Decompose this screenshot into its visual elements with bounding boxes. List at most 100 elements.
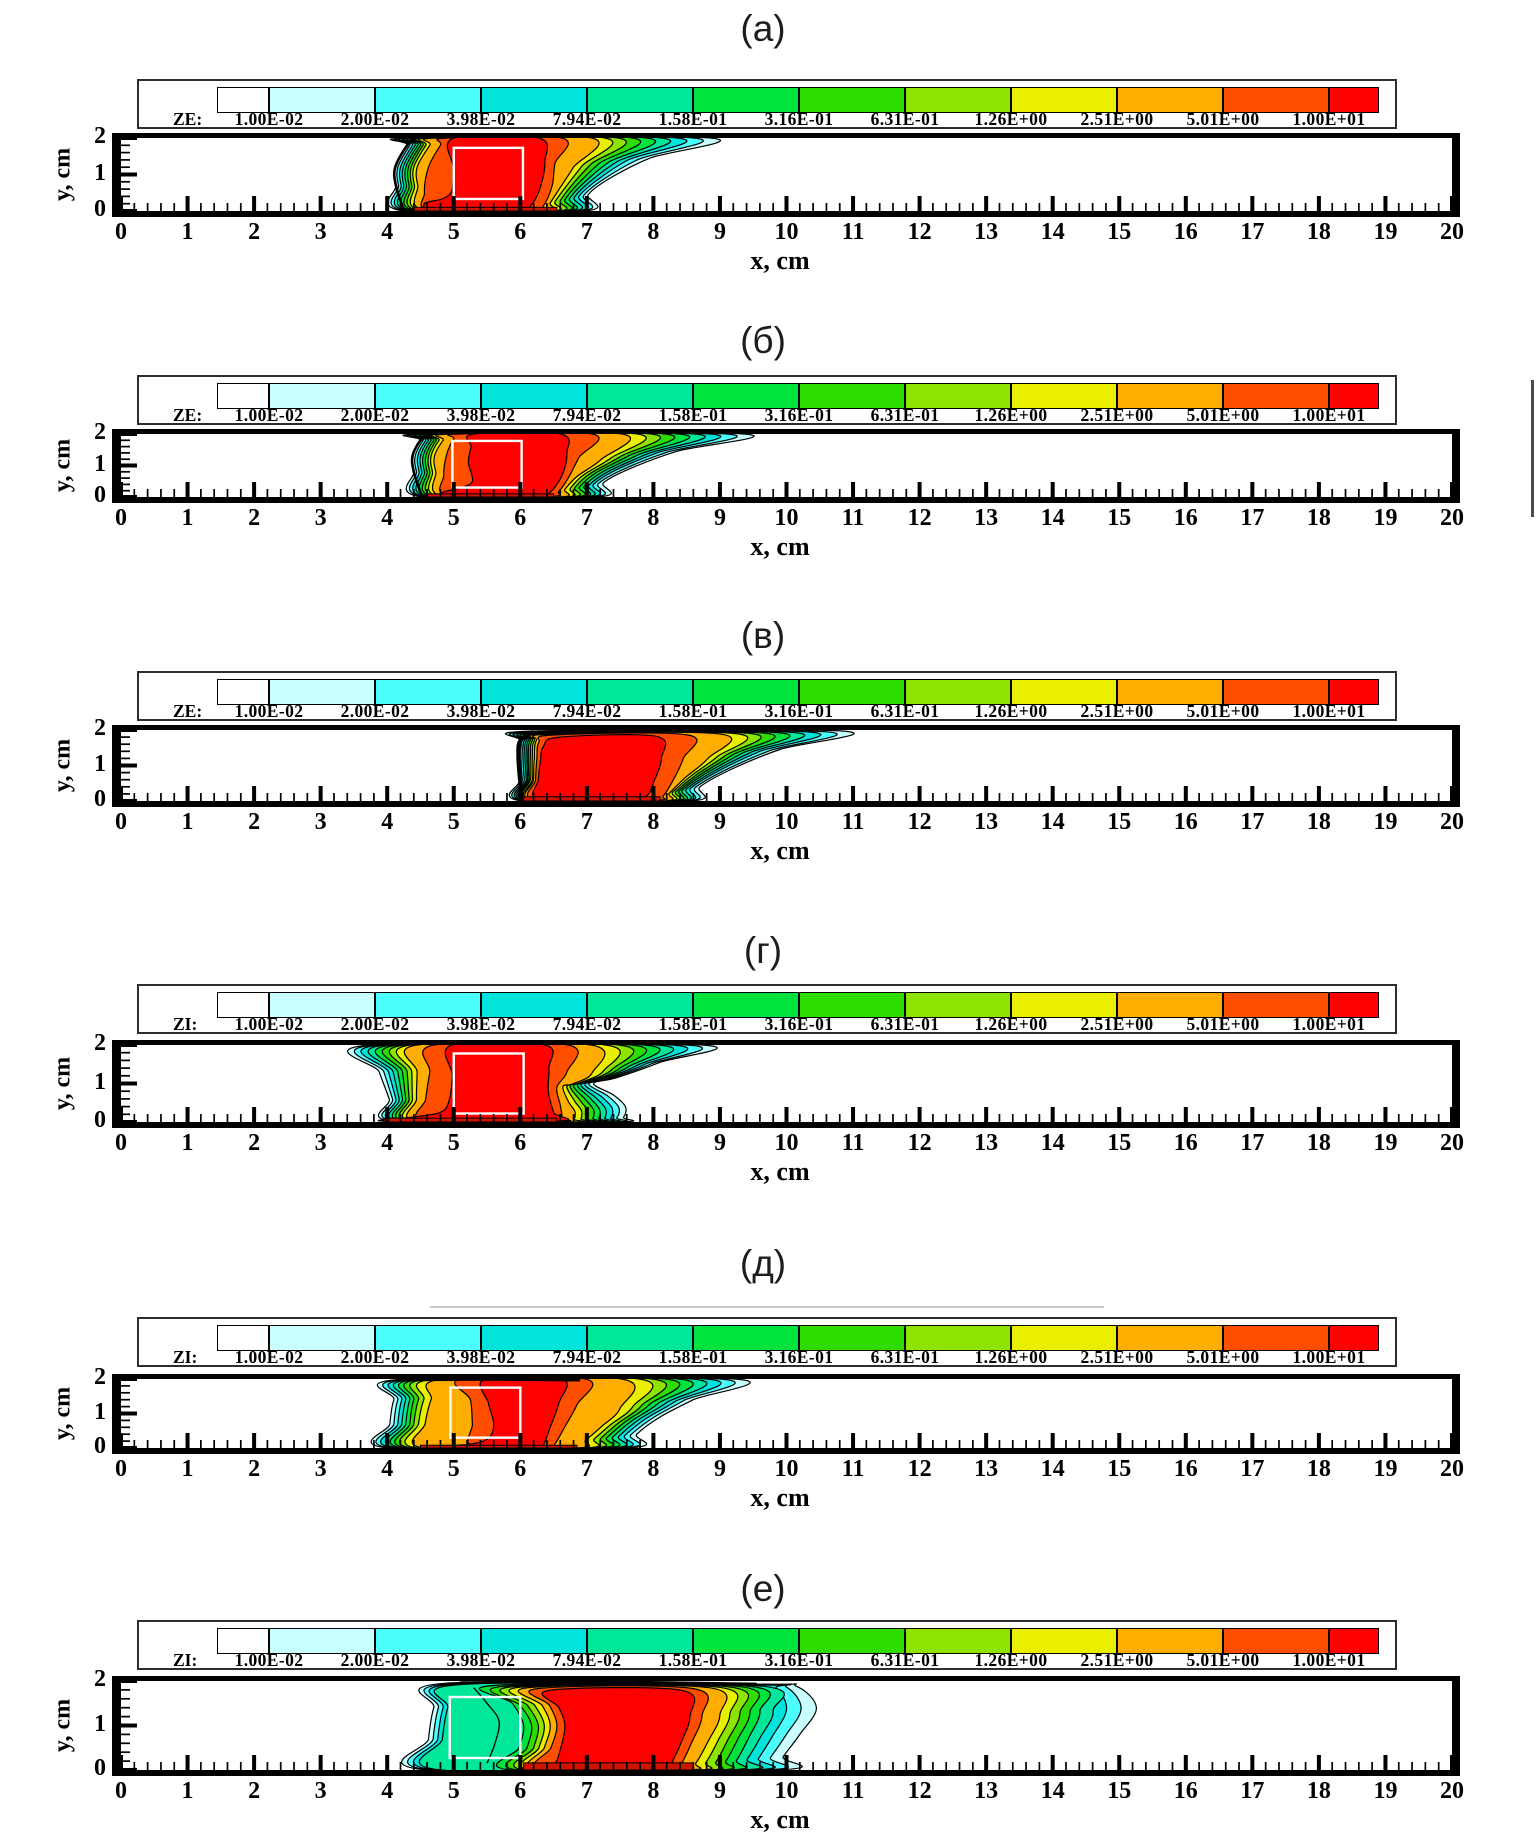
contour-plot-v: [112, 725, 1460, 807]
x-minor-tick: [1411, 793, 1413, 801]
legend-swatch-6: [799, 679, 905, 705]
x-major-tick: [1050, 1433, 1055, 1448]
y-tick-label: 1: [94, 1398, 106, 1425]
x-minor-tick: [572, 1440, 575, 1448]
x-major-tick: [518, 196, 523, 211]
x-minor-tick: [759, 793, 761, 801]
x-tick-label: 6: [514, 809, 527, 835]
x-minor-tick: [1397, 1762, 1400, 1770]
x-minor-tick: [905, 203, 908, 211]
panel-title-v: (в): [740, 615, 786, 656]
x-minor-tick: [1437, 1762, 1440, 1770]
y-major-tick: [121, 1377, 137, 1381]
x-tick-label: 5: [447, 809, 460, 835]
x-minor-tick: [359, 1114, 362, 1122]
x-minor-tick: [306, 203, 309, 211]
x-major-tick: [851, 1755, 856, 1770]
y-axis-title: y, cm: [49, 738, 76, 793]
frame-top: [112, 429, 1460, 434]
x-minor-tick: [1397, 203, 1400, 211]
x-minor-tick: [412, 489, 415, 497]
x-minor-tick: [306, 489, 309, 497]
x-minor-tick: [559, 1440, 562, 1448]
legend-level-label: 5.01E+00: [1186, 701, 1260, 721]
x-tick-label: 15: [1107, 1130, 1132, 1156]
y-minor-tick: [121, 1742, 130, 1745]
x-minor-tick: [173, 203, 176, 211]
x-minor-tick: [865, 793, 868, 801]
y-minor-tick: [121, 1074, 130, 1077]
x-minor-tick: [346, 203, 349, 211]
x-minor-tick: [812, 489, 814, 497]
bottom-strip: [419, 1444, 578, 1449]
x-minor-tick: [705, 1114, 708, 1122]
x-minor-tick: [479, 1440, 482, 1448]
frame-left: [112, 133, 121, 217]
x-tick-label: 13: [974, 1130, 999, 1156]
x-major-tick: [984, 1107, 989, 1122]
x-minor-tick: [439, 793, 442, 801]
legend-level-label: 2.51E+00: [1080, 1014, 1154, 1034]
x-minor-tick: [865, 203, 868, 211]
x-minor-tick: [1211, 1114, 1214, 1122]
contour-plot-e: [112, 1676, 1460, 1776]
x-minor-tick: [1411, 489, 1413, 497]
x-tick-label: 17: [1240, 219, 1265, 245]
x-minor-tick: [559, 1762, 562, 1770]
x-minor-tick: [1264, 1114, 1267, 1122]
x-tick-label: 5: [447, 219, 460, 245]
x-minor-tick: [1198, 203, 1200, 211]
x-minor-tick: [1158, 793, 1161, 801]
x-minor-tick: [745, 1440, 748, 1448]
x-tick-label: 0: [115, 1778, 127, 1804]
x-minor-tick: [479, 1762, 482, 1770]
y-tick-label: 2: [94, 1030, 106, 1056]
x-minor-tick: [679, 203, 681, 211]
y-minor-tick: [121, 1760, 130, 1762]
x-minor-tick: [226, 489, 229, 497]
x-tick-label: 11: [841, 1130, 865, 1156]
x-major-tick: [1250, 1433, 1255, 1448]
x-major-tick: [717, 1433, 722, 1448]
x-tick-label: 1: [181, 505, 194, 531]
x-tick-label: 2: [248, 1130, 261, 1156]
x-major-tick: [318, 196, 323, 211]
x-tick-label: 14: [1040, 505, 1065, 531]
y-minor-tick: [121, 1398, 130, 1401]
legend-swatch-8: [1011, 992, 1117, 1018]
x-minor-tick: [945, 1440, 948, 1448]
x-minor-tick: [1344, 489, 1347, 497]
x-minor-tick: [1397, 1114, 1400, 1122]
x-major-tick: [984, 1433, 989, 1448]
x-minor-tick: [892, 489, 894, 497]
x-minor-tick: [798, 1440, 801, 1448]
x-minor-tick: [492, 489, 495, 497]
legend-swatch-2: [375, 87, 481, 113]
x-minor-tick: [532, 1762, 535, 1770]
x-major-tick: [451, 1107, 456, 1122]
legend-swatch-2: [375, 1628, 481, 1654]
x-minor-tick: [279, 1114, 282, 1122]
x-tick-label: 12: [907, 1130, 932, 1156]
y-minor-tick: [121, 736, 130, 738]
y-minor-tick: [121, 785, 130, 788]
x-minor-tick: [905, 489, 908, 497]
x-minor-tick: [1198, 489, 1200, 497]
x-minor-tick: [133, 1114, 136, 1122]
legend-level-label: 1.00E+01: [1292, 405, 1366, 425]
x-minor-tick: [945, 793, 948, 801]
legend-level-label: 6.31E-01: [870, 1014, 940, 1034]
legend-swatch-5: [693, 679, 799, 705]
y-minor-tick: [121, 1391, 130, 1394]
x-major-tick: [584, 1107, 589, 1122]
x-minor-tick: [1304, 489, 1307, 497]
y-major-tick: [121, 1679, 137, 1683]
x-minor-tick: [173, 1114, 176, 1122]
legend-level-label: 1.26E+00: [974, 701, 1048, 721]
x-tick-label: 17: [1240, 1778, 1265, 1804]
legend-level-label: 2.51E+00: [1080, 405, 1154, 425]
x-minor-tick: [1131, 1114, 1134, 1122]
x-minor-tick: [439, 203, 442, 211]
x-tick-label: 3: [314, 505, 327, 531]
y-minor-tick: [121, 1426, 130, 1429]
